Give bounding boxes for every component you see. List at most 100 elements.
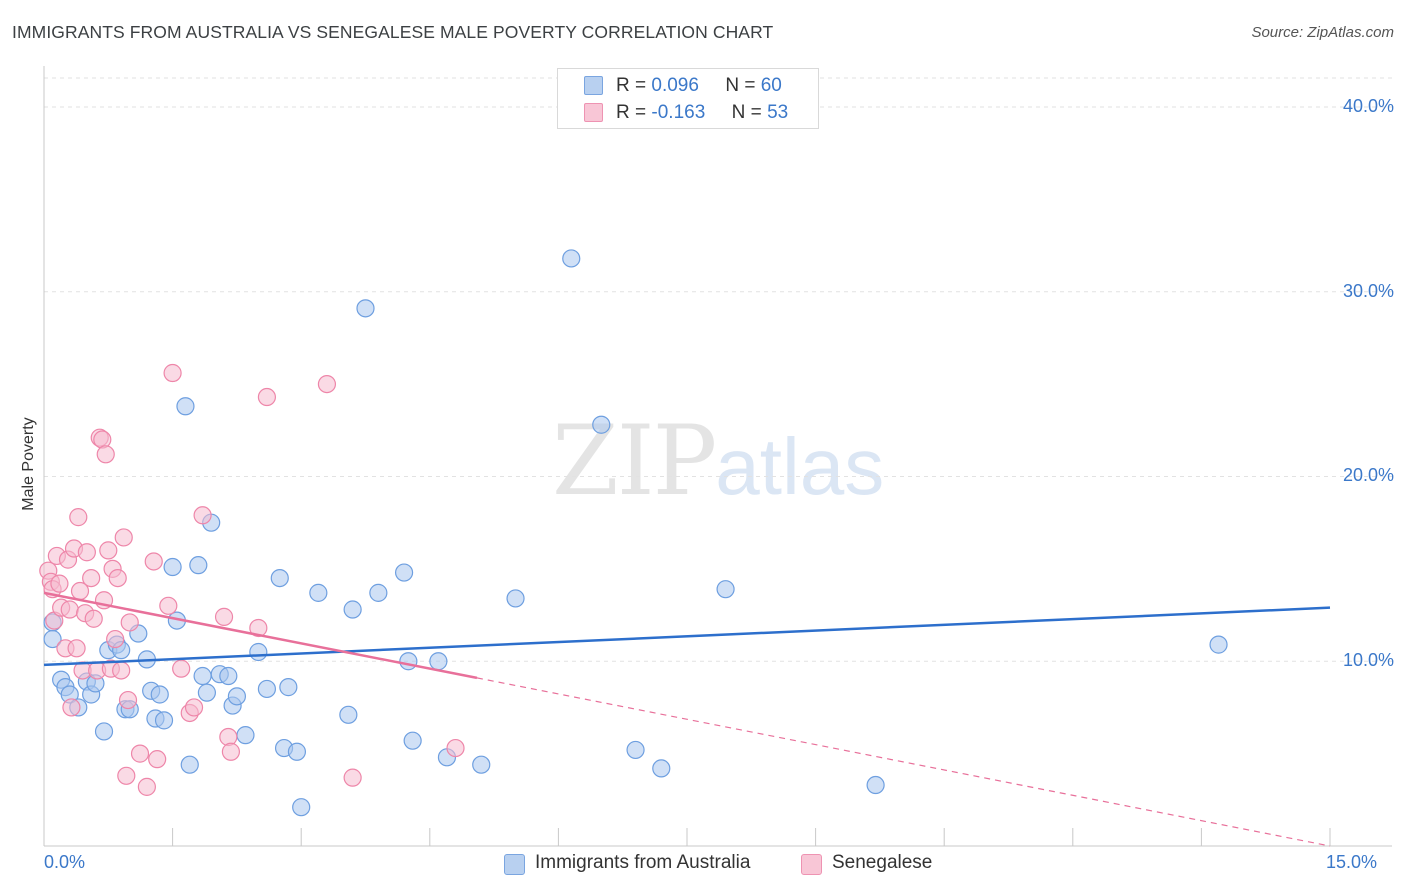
series-legend-label-senegalese: Senegalese: [832, 852, 933, 873]
data-points: [39, 249, 1228, 817]
australia-point: [43, 629, 62, 649]
australia-point: [562, 249, 581, 268]
legend-r-value: -0.163: [651, 102, 706, 123]
australia-point: [399, 652, 418, 671]
australia-point: [227, 687, 246, 706]
y-tick-label: 30.0%: [1342, 280, 1394, 301]
australia-point: [94, 722, 114, 741]
australia-point: [249, 642, 268, 662]
legend-r-value: 0.096: [651, 75, 699, 96]
series-legend: Immigrants from Australia Senegalese: [0, 852, 1406, 880]
australia-point: [652, 759, 671, 778]
senegalese-point: [67, 639, 86, 658]
senegalese-point: [50, 574, 69, 593]
senegalese-point: [69, 508, 88, 527]
australia-point: [150, 685, 169, 704]
australia-point: [193, 666, 212, 686]
trend-lines: [43, 591, 1331, 847]
australia-point: [163, 557, 182, 577]
australia-point: [236, 726, 255, 745]
senegalese-point: [130, 744, 150, 763]
senegalese-point: [60, 600, 79, 619]
legend-swatch-australia: [584, 76, 603, 95]
senegalese-point: [249, 618, 268, 638]
watermark: ZIPatlas: [552, 405, 884, 517]
senegalese-point: [99, 541, 118, 560]
senegalese-point: [120, 613, 139, 632]
x-tick-label-min: 0.0%: [44, 852, 86, 872]
senegalese-point: [317, 374, 337, 394]
source-label[interactable]: Source: ZipAtlas.com: [1251, 24, 1394, 41]
senegalese-point: [144, 552, 163, 571]
australia-point: [1209, 635, 1228, 654]
legend-r-label: R =: [616, 102, 647, 123]
legend-n-value: 60: [760, 75, 782, 96]
australia-point: [154, 711, 174, 730]
australia-point: [626, 740, 645, 760]
senegalese-point: [96, 445, 115, 464]
series-legend-swatch-senegalese: [801, 854, 822, 875]
australia-point: [866, 775, 885, 795]
grid-lines: [44, 77, 1392, 662]
australia-point: [472, 755, 491, 774]
senegalese-point: [446, 738, 465, 758]
australia-point: [309, 583, 328, 602]
australia-point: [270, 568, 289, 588]
senegalese-point: [214, 607, 234, 626]
senegalese-point: [114, 528, 133, 547]
senegalese-point: [84, 609, 103, 628]
x-tick-label-max: 15.0%: [1326, 852, 1378, 872]
australia-point: [257, 679, 277, 699]
senegalese-point: [112, 661, 131, 680]
senegalese-trend-extrapolation: [476, 677, 1331, 847]
australia-point: [592, 415, 611, 434]
australia-point: [176, 397, 195, 416]
senegalese-point: [106, 629, 125, 649]
senegalese-point: [343, 768, 362, 787]
correlation-legend: R = 0.096 N = 60 R = -0.163 N = 53: [557, 68, 819, 129]
australia-point: [394, 563, 414, 582]
australia-point: [219, 666, 238, 686]
australia-point: [189, 556, 208, 575]
senegalese-point: [148, 750, 167, 769]
australia-point: [403, 731, 422, 750]
watermark-zip: ZIP: [552, 405, 717, 517]
legend-n-label: N =: [731, 102, 762, 123]
y-axis-label: Male Poverty: [20, 417, 37, 511]
y-tick-label: 20.0%: [1342, 465, 1394, 486]
y-tick-label: 10.0%: [1342, 650, 1394, 671]
senegalese-point: [82, 568, 101, 588]
series-legend-label-australia: Immigrants from Australia: [535, 852, 751, 873]
australia-point: [287, 742, 307, 761]
australia-point: [429, 652, 448, 671]
australia-point: [369, 583, 388, 602]
legend-text-australia: R = 0.096 N = 60: [616, 75, 782, 97]
senegalese-trend-line: [43, 591, 478, 680]
senegalese-point: [159, 596, 178, 615]
australia-point: [279, 678, 298, 697]
australia-point: [343, 600, 362, 619]
series-legend-swatch-australia: [504, 854, 525, 875]
senegalese-point: [108, 568, 127, 588]
chart-title: IMMIGRANTS FROM AUSTRALIA VS SENEGALESE …: [12, 22, 774, 42]
australia-point: [356, 299, 375, 318]
watermark-atlas: atlas: [715, 422, 885, 511]
senegalese-point: [184, 698, 204, 717]
senegalese-point: [257, 387, 277, 407]
legend-n-label: N =: [725, 75, 756, 96]
senegalese-point: [193, 506, 212, 525]
australia-point: [716, 580, 735, 599]
australia-point: [197, 683, 216, 702]
senegalese-point: [118, 690, 138, 710]
senegalese-point: [93, 430, 112, 449]
legend-text-senegalese: R = -0.163 N = 53: [616, 102, 788, 124]
australia-point: [292, 798, 311, 817]
australia-point: [180, 755, 199, 774]
senegalese-point: [62, 698, 81, 717]
legend-r-label: R =: [616, 75, 647, 96]
senegalese-point: [172, 659, 191, 678]
senegalese-point: [163, 363, 182, 383]
senegalese-point: [77, 543, 96, 562]
senegalese-point: [219, 727, 238, 747]
axes: [43, 66, 1392, 847]
